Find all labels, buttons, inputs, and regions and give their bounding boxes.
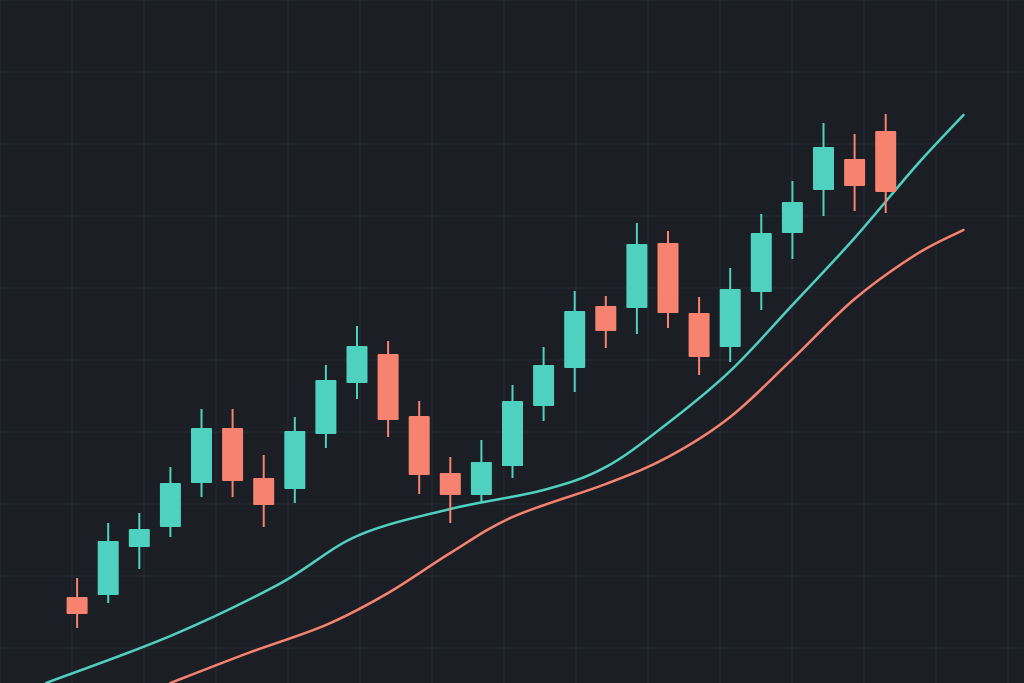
candle-body (502, 401, 523, 466)
candle-bullish (564, 291, 586, 392)
candle-body (875, 131, 897, 192)
candle-bullish (97, 523, 119, 603)
candle-bullish (813, 123, 834, 216)
candle-bearish (222, 409, 244, 497)
candle-body (719, 289, 741, 347)
candle-bearish (688, 297, 710, 375)
candle-body (66, 597, 88, 614)
candle-body (222, 428, 244, 481)
moving-average-slow-line (169, 228, 965, 683)
candle-bearish (875, 114, 897, 213)
candle-bullish (533, 347, 555, 421)
candle-bearish (439, 457, 461, 523)
candle-body (159, 483, 181, 527)
candle-body (813, 147, 834, 190)
candle-body (439, 473, 461, 495)
candle-bearish (66, 578, 88, 628)
candle-body (128, 529, 150, 547)
candle-body (781, 202, 803, 233)
candle-bullish (284, 417, 306, 503)
candle-body (377, 354, 399, 420)
candle-bullish (159, 467, 181, 537)
candle-bearish (408, 401, 430, 494)
candle-body (191, 428, 212, 483)
moving-average-lines (44, 113, 965, 683)
candle-bearish (253, 455, 275, 527)
candle-body (595, 306, 617, 331)
candle-bullish (781, 181, 803, 259)
candle-body (470, 462, 492, 495)
candle-bearish (377, 341, 399, 437)
moving-average-fast-line (44, 113, 965, 683)
candle-body (315, 380, 337, 434)
candle-bearish (844, 134, 866, 211)
candle-bullish (719, 268, 741, 362)
candle-bearish (657, 231, 679, 328)
candle-body (564, 311, 586, 368)
candles (66, 114, 897, 628)
candle-bearish (595, 296, 617, 348)
candle-bullish (315, 365, 337, 448)
candle-bullish (502, 385, 523, 478)
candle-body (284, 431, 306, 489)
candle-body (533, 365, 555, 406)
candle-bullish (346, 326, 368, 399)
candle-body (253, 478, 275, 505)
candle-body (97, 541, 119, 595)
candle-body (657, 243, 679, 313)
candle-bullish (750, 214, 772, 310)
candle-body (346, 346, 368, 383)
candle-bullish (191, 409, 212, 497)
candle-bullish (470, 440, 492, 503)
candle-bullish (128, 513, 150, 569)
candle-body (750, 233, 772, 292)
candle-bullish (626, 223, 648, 334)
candle-body (688, 313, 710, 357)
candle-body (626, 244, 648, 308)
candle-body (844, 159, 866, 186)
candle-body (408, 416, 430, 475)
